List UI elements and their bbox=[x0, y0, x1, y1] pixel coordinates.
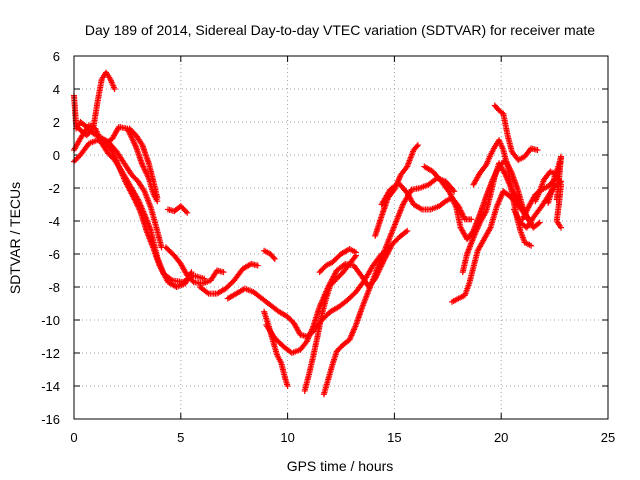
data-point bbox=[451, 188, 458, 195]
x-tick-label: 15 bbox=[387, 430, 401, 445]
data-point bbox=[284, 383, 291, 389]
data-point bbox=[553, 196, 560, 203]
y-tick-label: -16 bbox=[41, 412, 60, 427]
y-tick-label: -12 bbox=[41, 346, 60, 361]
data-point bbox=[220, 269, 227, 276]
data-point bbox=[534, 147, 541, 154]
y-tick-label: -6 bbox=[48, 247, 60, 262]
data-point bbox=[535, 220, 542, 227]
data-point bbox=[352, 249, 359, 256]
plot-frame bbox=[73, 55, 609, 420]
data-point bbox=[271, 255, 278, 262]
y-tick-label: -4 bbox=[48, 214, 60, 229]
data-point bbox=[270, 254, 277, 261]
data-point bbox=[182, 208, 189, 215]
chart-title: Day 189 of 2014, Sidereal Day-to-day VTE… bbox=[85, 22, 595, 38]
y-tick-label: -10 bbox=[41, 313, 60, 328]
y-tick-label: 6 bbox=[53, 49, 60, 64]
data-point bbox=[404, 227, 411, 234]
data-point bbox=[413, 143, 420, 150]
x-tick-label: 10 bbox=[280, 430, 294, 445]
data-point bbox=[188, 269, 195, 276]
x-axis-label: GPS time / hours bbox=[287, 458, 394, 474]
x-tick-label: 25 bbox=[601, 430, 615, 445]
data-point bbox=[351, 254, 358, 261]
data-point bbox=[402, 228, 409, 235]
y-tick-label: -2 bbox=[48, 181, 60, 196]
x-tick-label: 20 bbox=[494, 430, 508, 445]
data-marks bbox=[71, 69, 565, 398]
data-point bbox=[536, 219, 543, 226]
y-tick-label: 2 bbox=[53, 115, 60, 130]
x-tick-label: 5 bbox=[177, 430, 184, 445]
data-point bbox=[111, 86, 118, 92]
data-point bbox=[450, 187, 457, 194]
data-point bbox=[558, 224, 565, 231]
data-point bbox=[468, 216, 475, 223]
y-tick-label: 0 bbox=[53, 148, 60, 163]
y-tick-label: 4 bbox=[53, 82, 60, 97]
data-point bbox=[414, 142, 421, 149]
x-tick-label: 0 bbox=[70, 430, 77, 445]
data-point bbox=[528, 242, 535, 249]
y-tick-label: -14 bbox=[41, 379, 60, 394]
y-axis-label: SDTVAR / TECUs bbox=[7, 182, 23, 294]
data-point bbox=[184, 209, 191, 216]
y-tick-label: -8 bbox=[48, 280, 60, 295]
data-point bbox=[482, 163, 489, 170]
data-point bbox=[154, 194, 161, 201]
data-point bbox=[254, 262, 261, 269]
